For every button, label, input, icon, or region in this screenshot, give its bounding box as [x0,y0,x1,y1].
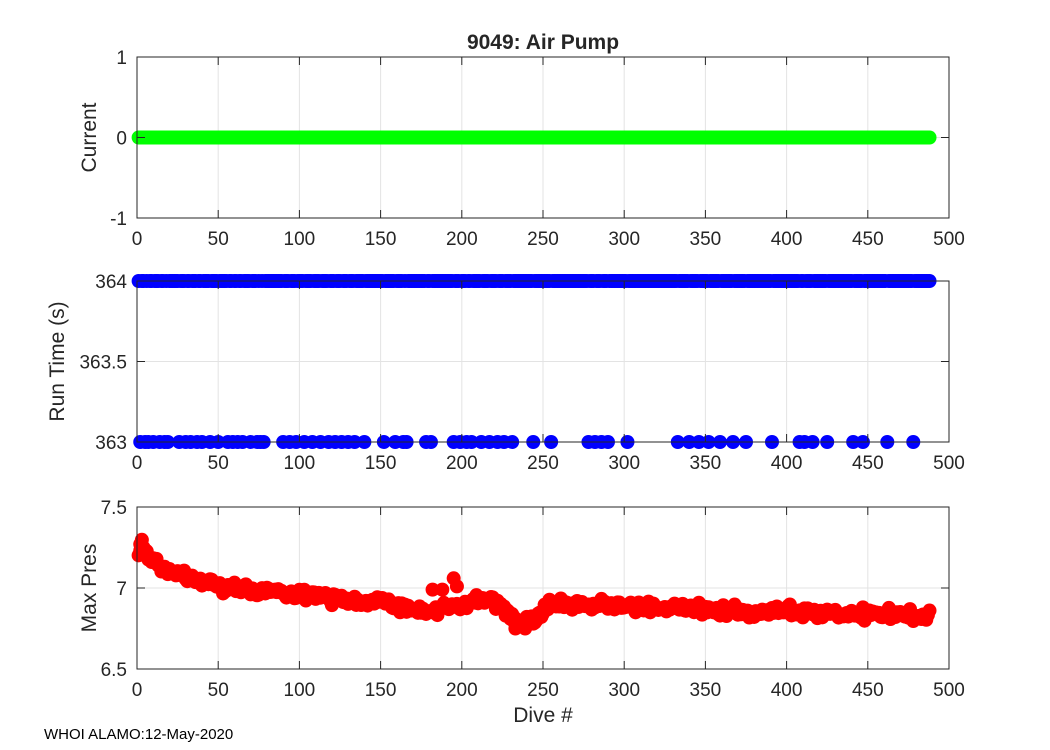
x-tick-label: 100 [284,229,316,250]
data-point [435,582,450,597]
x-tick-label: 50 [208,453,229,474]
x-tick-label: 200 [446,680,478,701]
x-tick-label: 450 [852,229,884,250]
data-point [149,551,164,566]
data-point [922,603,937,618]
max-pres-subplot: 0 50 100 150 200 250 300 350 400 450 500 6.5 7 7.5 Max… [78,498,965,727]
y-tick-label: 6.5 [101,660,127,681]
y-tick-label: 1 [116,48,127,69]
x-tick-label: 450 [852,680,884,701]
footer-caption: WHOI ALAMO:12-May-2020 [44,726,234,743]
x-tick-label: 200 [446,453,478,474]
x-tick-label: 250 [527,680,559,701]
x-tick-label: 500 [933,453,965,474]
x-tick-label: 300 [608,680,640,701]
y-tick-label: 7 [116,579,127,600]
x-tick-label: 200 [446,229,478,250]
x-tick-label: 500 [933,229,965,250]
x-tick-label: 450 [852,453,884,474]
y-axis-label: Current [78,102,101,172]
y-tick-label: 0 [116,129,127,150]
x-tick-label: 250 [527,229,559,250]
x-tick-label: 0 [132,680,143,701]
x-tick-label: 0 [132,229,143,250]
x-tick-label: 300 [608,229,640,250]
y-tick-label: 7.5 [101,498,127,519]
x-tick-label: 50 [208,229,229,250]
x-tick-label: 150 [365,680,397,701]
x-tick-label: 350 [690,680,722,701]
y-tick-label: 364 [95,272,127,293]
x-tick-label: 400 [771,453,803,474]
x-tick-label: 100 [284,680,316,701]
chart-title: 9049: Air Pump [467,31,619,54]
x-axis-label: Dive # [513,704,573,727]
x-tick-label: 150 [365,229,397,250]
x-tick-label: 100 [284,453,316,474]
y-axis-label: Max Pres [78,544,101,633]
x-tick-label: 250 [527,453,559,474]
current-subplot: 0 50 100 150 200 250 300 350 400 450 500-101Curren… [78,31,965,250]
data-point [526,616,541,631]
x-tick-label: 350 [690,229,722,250]
y-tick-label: 363.5 [79,353,127,374]
data-point [922,130,937,145]
x-tick-label: 300 [608,453,640,474]
x-tick-label: 50 [208,680,229,701]
y-axis-label: Run Time (s) [46,301,69,421]
x-tick-label: 150 [365,453,397,474]
run-time-subplot: 0 50 100 150 200 250 300 350 400 450 500 363 363.5 36… [46,272,965,474]
data-point [508,621,523,636]
data-point [449,579,464,594]
x-tick-label: 0 [132,453,143,474]
x-tick-label: 350 [690,453,722,474]
x-tick-label: 500 [933,680,965,701]
x-tick-label: 400 [771,229,803,250]
y-tick-label: 363 [95,433,127,454]
x-tick-label: 400 [771,680,803,701]
data-point [425,582,440,597]
y-tick-label: -1 [110,209,127,230]
